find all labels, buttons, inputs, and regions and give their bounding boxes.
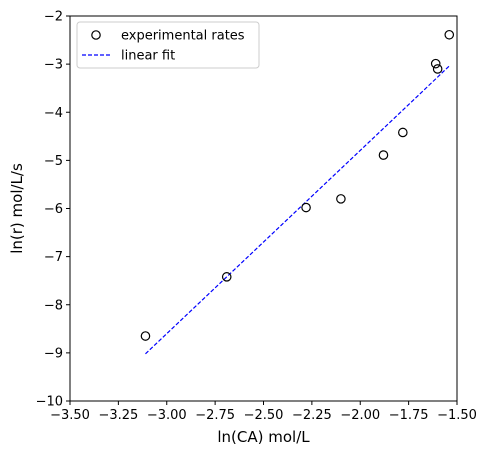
y-tick-label: −5: [44, 154, 63, 169]
y-tick-label: −8: [44, 298, 63, 313]
data-point: [336, 194, 346, 204]
x-tick-label: −3.25: [98, 408, 138, 423]
data-point: [301, 202, 311, 213]
y-tick-label: −3: [44, 58, 63, 73]
legend-label-linear-fit: linear fit: [121, 49, 175, 64]
x-axis-title: ln(CA) mol/L: [217, 428, 310, 446]
y-tick-label: −4: [44, 106, 63, 121]
legend: experimental rates linear fit: [76, 21, 260, 69]
data-points-layer: [140, 29, 455, 341]
x-tick-label: −1.50: [437, 408, 477, 423]
linear-fit-line: [145, 65, 450, 355]
x-tick-label: −3.00: [147, 408, 187, 423]
y-axis-title: ln(r) mol/L/s: [8, 163, 26, 254]
legend-box: [76, 21, 260, 69]
y-tick-label: −7: [44, 250, 63, 265]
y-tick-label: −9: [44, 346, 63, 361]
x-tick-label: −2.00: [340, 408, 380, 423]
data-point: [398, 127, 408, 138]
y-axis-ticks: −10 −9 −8 −7 −6 −5 −4 −3 −2: [36, 10, 70, 410]
data-point: [221, 272, 232, 282]
y-tick-label: −6: [44, 202, 63, 217]
data-point: [430, 58, 441, 69]
x-tick-label: −1.75: [389, 408, 429, 423]
y-tick-label: −10: [36, 395, 63, 410]
x-tick-label: −2.50: [244, 408, 284, 423]
x-tick-label: −2.75: [195, 408, 235, 423]
x-axis-ticks: −3.50 −3.25 −3.00 −2.75 −2.50 −2.25 −2.00 −1.75…: [50, 401, 477, 423]
fit-line-layer: [145, 65, 450, 355]
x-tick-label: −2.25: [292, 408, 332, 423]
plot-area: [70, 16, 457, 401]
legend-label-experimental-rates: experimental rates: [121, 29, 245, 44]
data-point: [432, 64, 443, 74]
data-point: [444, 29, 455, 40]
data-point: [140, 331, 151, 341]
data-point: [378, 150, 389, 160]
x-tick-label: −3.50: [50, 408, 90, 423]
y-tick-label: −2: [44, 10, 63, 25]
legend-marker-experimental-rates: [91, 30, 101, 40]
